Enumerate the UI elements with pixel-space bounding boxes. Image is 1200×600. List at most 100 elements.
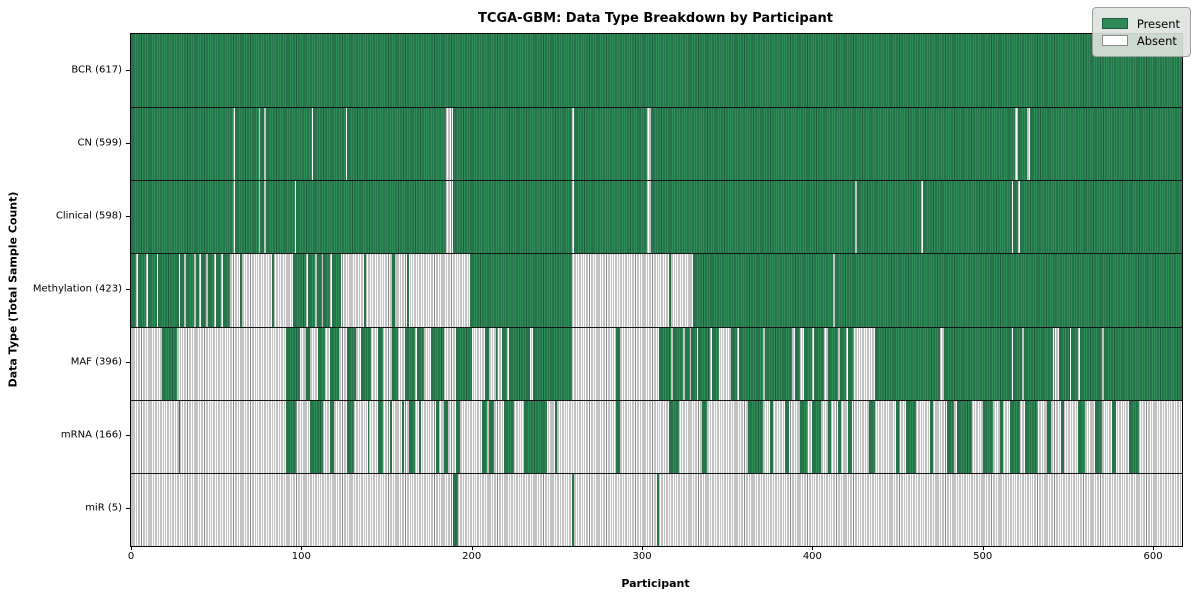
present-segment [856, 180, 922, 254]
present-segment [701, 399, 707, 473]
x-tick-mark [982, 546, 984, 550]
present-segment [286, 326, 300, 400]
present-segment [131, 107, 234, 181]
x-tick-label-400: 400 [802, 551, 822, 562]
present-segment [698, 326, 711, 400]
present-segment [430, 326, 445, 400]
present-segment [834, 253, 1182, 327]
present-segment [691, 326, 697, 400]
present-segment [573, 180, 648, 254]
present-segment [308, 253, 315, 327]
x-tick-label-100: 100 [291, 551, 311, 562]
present-segment [1059, 326, 1070, 400]
present-segment [929, 399, 934, 473]
present-segment [195, 253, 200, 327]
present-segment [650, 107, 1016, 181]
present-segment [435, 399, 440, 473]
y-tick-mark [126, 508, 130, 510]
heatmap-row-mir [131, 472, 1182, 546]
y-tick-label-mrna: mRNA (166) [60, 429, 122, 441]
present-segment [957, 399, 973, 473]
row-separator [131, 253, 1182, 255]
present-segment [318, 326, 326, 400]
present-segment [234, 180, 259, 254]
present-segment [452, 472, 459, 546]
row-separator [131, 472, 1182, 474]
present-segment [481, 399, 487, 473]
present-segment [669, 399, 680, 473]
present-segment [906, 399, 917, 473]
present-segment [180, 253, 184, 327]
present-segment [739, 326, 763, 400]
heatmap-row-mrna [131, 399, 1182, 473]
row-separator [131, 180, 1182, 182]
y-tick-mark [126, 435, 130, 437]
present-segment [347, 326, 356, 400]
x-tick-mark [471, 546, 473, 550]
present-segment [401, 399, 404, 473]
y-tick-label-cn: CN (599) [77, 137, 122, 149]
present-segment [800, 399, 808, 473]
y-tick-label-methylation: Methylation (423) [32, 283, 122, 295]
present-segment [814, 326, 825, 400]
present-segment [391, 253, 396, 327]
present-segment [769, 399, 774, 473]
x-tick-mark [1153, 546, 1155, 550]
present-segment [1129, 399, 1140, 473]
present-segment [272, 253, 275, 327]
present-segment [827, 326, 838, 400]
present-segment [200, 253, 206, 327]
present-segment [178, 399, 181, 473]
present-segment [364, 253, 367, 327]
y-tick-mark [126, 142, 130, 144]
present-segment [158, 253, 179, 327]
present-segment [452, 107, 573, 181]
present-segment [669, 253, 671, 327]
row-separator [131, 326, 1182, 328]
chart-title: TCGA-GBM: Data Type Breakdown by Partici… [478, 11, 833, 26]
y-tick-mark [126, 362, 130, 364]
present-segment [730, 326, 738, 400]
present-segment [367, 399, 370, 473]
present-segment [495, 326, 498, 400]
present-segment [1103, 326, 1182, 400]
present-segment [444, 399, 448, 473]
present-segment [684, 326, 690, 400]
present-segment [795, 326, 801, 400]
x-tick-label-0: 0 [127, 551, 135, 562]
present-segment [330, 399, 334, 473]
present-segment [1078, 399, 1085, 473]
present-segment [509, 326, 530, 400]
present-segment [316, 253, 322, 327]
present-segment [1079, 326, 1102, 400]
present-segment [837, 399, 842, 473]
x-tick-label-500: 500 [973, 551, 993, 562]
present-segment [504, 399, 515, 473]
present-segment [1112, 399, 1116, 473]
present-segment [1061, 399, 1065, 473]
present-segment [418, 399, 421, 473]
present-segment [485, 326, 489, 400]
plot-area [130, 33, 1183, 547]
present-segment [616, 399, 620, 473]
x-tick-mark [131, 546, 132, 550]
present-segment [406, 253, 409, 327]
present-segment [524, 399, 547, 473]
present-segment [391, 326, 399, 400]
present-segment [309, 399, 324, 473]
present-segment [185, 253, 195, 327]
present-segment [827, 399, 832, 473]
present-segment [377, 399, 384, 473]
row-separator [131, 107, 1182, 109]
present-segment [222, 253, 230, 327]
present-segment [573, 107, 648, 181]
legend-absent-swatch [1101, 35, 1128, 46]
present-segment [657, 472, 660, 546]
x-tick-mark [642, 546, 644, 550]
legend: Present Absent [1091, 7, 1191, 57]
present-segment [161, 326, 177, 400]
present-segment [982, 399, 993, 473]
present-segment [347, 107, 447, 181]
present-segment [306, 326, 310, 400]
present-segment [389, 399, 392, 473]
